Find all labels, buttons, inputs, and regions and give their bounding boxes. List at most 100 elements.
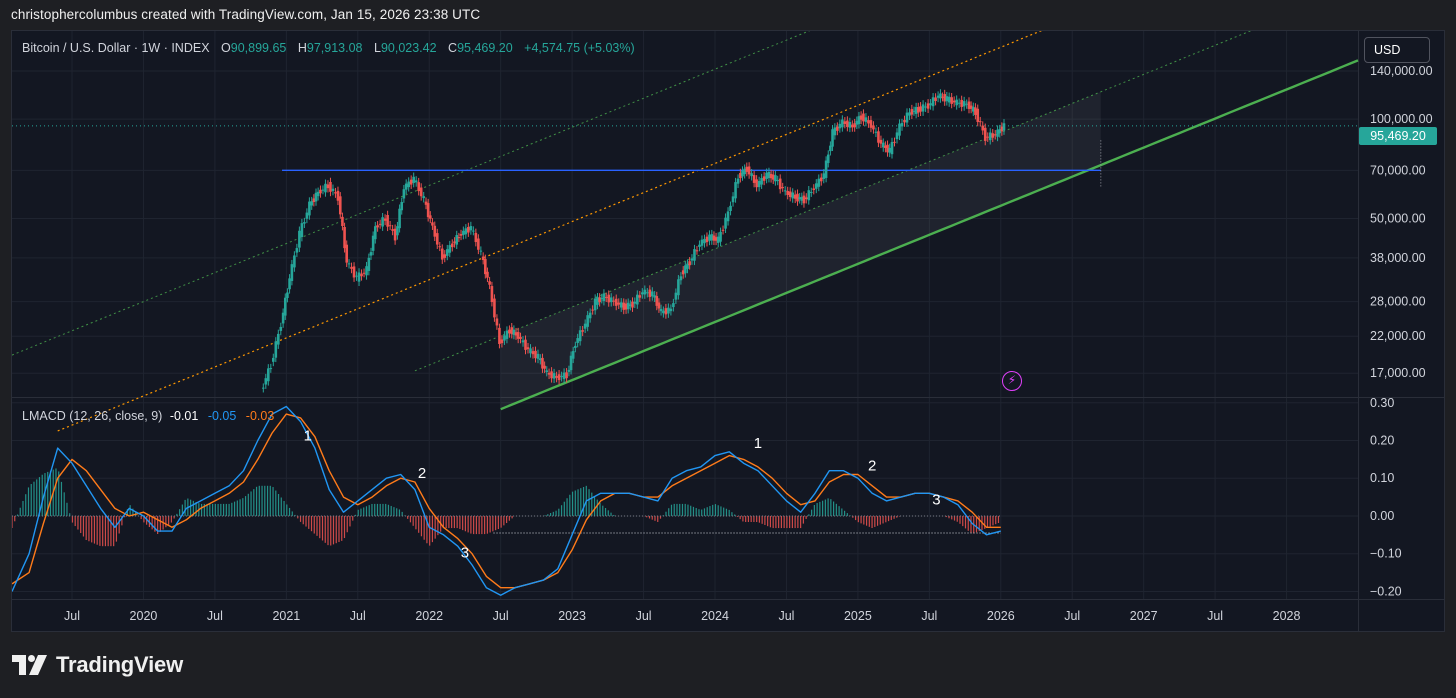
- candle-body: [791, 192, 795, 199]
- candle-body: [453, 241, 456, 244]
- candle-body: [957, 102, 961, 104]
- candle-body: [300, 223, 304, 237]
- chart-frame[interactable]: 1 2 3 1 2 3 140,000.00 100,000.00 70,000.00 50,00…: [11, 30, 1445, 632]
- candle-body: [419, 187, 423, 197]
- candle-body: [708, 234, 711, 241]
- candle-body: [417, 182, 420, 192]
- candle-body: [869, 120, 873, 128]
- candle-body: [388, 225, 392, 227]
- candle-body: [602, 293, 606, 302]
- wave-annotation: 1: [754, 435, 762, 452]
- candle-body: [776, 180, 779, 182]
- candle-body: [908, 112, 911, 116]
- candle-body: [324, 183, 327, 193]
- time-tick-label: 2028: [1273, 609, 1301, 623]
- low-value: 90,023.42: [380, 41, 437, 55]
- candle-body: [443, 254, 447, 258]
- candle-body: [939, 93, 942, 99]
- price-tick-label: 28,000.00: [1370, 295, 1426, 309]
- brand-name: TradingView: [56, 652, 183, 677]
- indicator-tick-label: 0.10: [1370, 471, 1394, 485]
- candle-body: [467, 226, 470, 233]
- candle-body: [464, 228, 468, 235]
- candle-body: [926, 103, 930, 109]
- brand-logo[interactable]: TradingView: [12, 651, 183, 679]
- candle-body: [588, 312, 592, 319]
- candle-body: [593, 298, 597, 311]
- candle-body: [633, 301, 637, 304]
- candle-body: [541, 357, 544, 369]
- candle-body: [895, 132, 899, 140]
- channel-upper-dotted: [12, 31, 811, 356]
- candle-body: [272, 357, 275, 362]
- candle-body: [552, 373, 556, 379]
- candle-body: [993, 134, 997, 136]
- wave-annotation: 3: [932, 492, 940, 509]
- chart-canvas[interactable]: 1 2 3 1 2 3 140,000.00 100,000.00 70,000.00 50,00…: [12, 31, 1445, 632]
- candle-body: [609, 297, 613, 303]
- indicator-name: LMACD (12, 26, close, 9): [22, 409, 163, 423]
- candle-body: [638, 295, 642, 298]
- time-tick-label: Jul: [350, 609, 366, 623]
- symbol-legend[interactable]: Bitcoin / U.S. Dollar · 1W · INDEX O90,8…: [22, 41, 635, 55]
- time-tick-label: 2020: [130, 609, 158, 623]
- candle-body: [519, 336, 522, 339]
- candle-body: [607, 294, 611, 303]
- candle-body: [872, 125, 875, 130]
- candle-body: [293, 255, 296, 268]
- currency-button[interactable]: USD: [1364, 37, 1430, 63]
- candle-body: [988, 132, 992, 141]
- candle-body: [550, 371, 553, 379]
- candle-body: [864, 117, 868, 122]
- candle-body: [804, 197, 808, 200]
- candle-body: [486, 271, 489, 278]
- candle-body: [445, 249, 449, 256]
- candle-body: [674, 292, 678, 300]
- candle-body: [981, 125, 985, 131]
- candle-body: [651, 291, 654, 297]
- indicator-legend[interactable]: LMACD (12, 26, close, 9) -0.01 -0.05 -0.…: [22, 409, 274, 423]
- candle-body: [755, 179, 758, 188]
- candle-body: [531, 351, 535, 355]
- candle-body: [798, 197, 801, 200]
- candle-body: [343, 226, 346, 249]
- candle-body: [726, 211, 730, 222]
- low-label: L: [373, 41, 381, 55]
- signal-value: -0.05: [207, 409, 237, 423]
- symbol-info: Bitcoin / U.S. Dollar · 1W · INDEX: [22, 41, 210, 55]
- price-tick-label: 22,000.00: [1370, 329, 1426, 343]
- candle-body: [677, 279, 680, 296]
- candle-body: [716, 236, 720, 243]
- candle-body: [657, 302, 661, 309]
- candle-body: [596, 297, 599, 305]
- candle-body: [262, 387, 265, 389]
- candle-body: [619, 302, 623, 308]
- candle-body: [481, 256, 485, 261]
- candle-body: [653, 295, 656, 298]
- candle-body: [886, 144, 889, 153]
- candle-body: [765, 172, 768, 179]
- candle-body: [859, 115, 863, 120]
- candle-body: [431, 222, 434, 226]
- candle-body: [512, 329, 516, 335]
- candle-body: [521, 340, 525, 343]
- time-tick-label: 2022: [415, 609, 443, 623]
- candle-body: [807, 190, 811, 201]
- candle-body: [298, 230, 301, 248]
- candle-body: [812, 188, 816, 191]
- candle-body: [469, 226, 473, 231]
- candle-body: [314, 192, 318, 202]
- lightning-icon[interactable]: ⚡: [1002, 371, 1022, 391]
- candle-body: [617, 302, 621, 305]
- candle-body: [719, 231, 722, 242]
- candle-body: [690, 258, 694, 261]
- candle-body: [631, 301, 634, 308]
- candle-body: [743, 168, 746, 175]
- candle-body: [836, 126, 839, 131]
- time-tick-label: 2026: [987, 609, 1015, 623]
- candle-body: [462, 230, 465, 235]
- candle-body: [435, 233, 439, 245]
- candle-body: [477, 238, 480, 250]
- candle-body: [924, 106, 927, 108]
- candle-body: [269, 368, 273, 370]
